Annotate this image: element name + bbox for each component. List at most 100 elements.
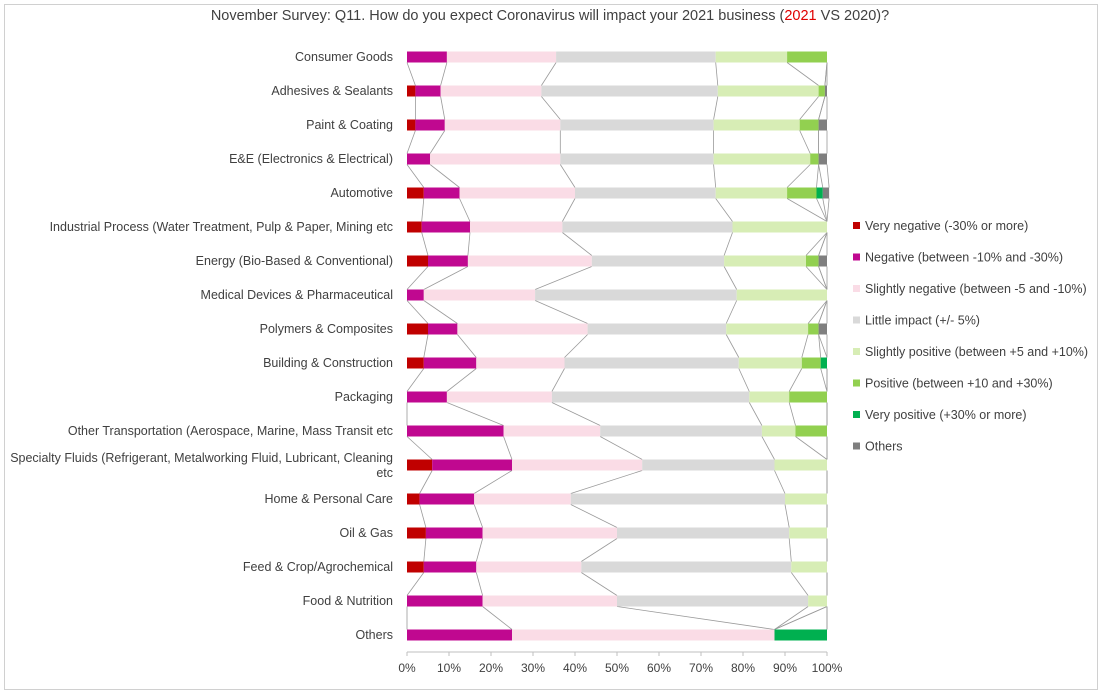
series-line [423, 300, 458, 324]
bar-segment [446, 391, 552, 403]
series-line [801, 334, 809, 358]
category-label: Packaging [335, 390, 393, 404]
category-label: Other Transportation (Aerospace, Marine,… [68, 424, 393, 438]
series-line [459, 198, 471, 222]
bar-segment [738, 357, 802, 369]
category-label: Energy (Bio-Based & Conventional) [196, 254, 393, 268]
series-line [799, 130, 811, 154]
series-lines [406, 62, 830, 630]
legend-label: Little impact (+/- 5%) [865, 314, 980, 328]
title-highlight-year: 2021 [784, 8, 817, 24]
bar-segment [407, 323, 428, 335]
category-label: Medical Devices & Pharmaceutical [201, 288, 393, 302]
bar-segment [512, 459, 643, 471]
bar-segment [407, 391, 447, 403]
category-label: Feed & Crop/Agrochemical [243, 560, 393, 574]
x-tick-label: 40% [563, 661, 587, 675]
bar-segment [808, 595, 827, 607]
bar-segment [806, 255, 819, 267]
bar-segment [446, 51, 557, 63]
series-line [406, 300, 429, 324]
bar-segment [787, 187, 817, 199]
series-line [738, 368, 750, 392]
category-label: Adhesives & Sealants [271, 84, 393, 98]
series-line [581, 572, 618, 596]
category-labels: Consumer Goods Adhesives & Sealants Paint … [10, 50, 393, 642]
series-line [406, 130, 416, 154]
bar-segment [407, 221, 422, 233]
bar-segment [715, 187, 788, 199]
bar-segment [430, 153, 561, 165]
series-line [818, 266, 828, 290]
category-label: Polymers & Composites [260, 322, 393, 336]
bar-segment [818, 255, 827, 267]
bar-segment [556, 51, 716, 63]
series-line [423, 334, 429, 358]
x-tick-label: 60% [647, 661, 671, 675]
series-line [761, 436, 775, 460]
bar-segment [407, 119, 416, 131]
x-tick-label: 90% [773, 661, 797, 675]
series-line [799, 96, 819, 120]
series-line [429, 164, 460, 188]
legend-swatch [853, 411, 860, 418]
series-line [562, 232, 593, 256]
series-line [551, 402, 601, 426]
x-tick-label: 10% [437, 661, 461, 675]
bar-segment [591, 255, 725, 267]
legend-label: Very positive (+30% or more) [865, 408, 1027, 422]
bar-segment [407, 425, 504, 437]
x-tick-label: 0% [398, 661, 416, 675]
bar-segment [581, 561, 792, 573]
bar-segment [713, 153, 811, 165]
series-line [406, 164, 425, 188]
bar-segment [564, 357, 739, 369]
legend: Very negative (-30% or more) Negative (be… [853, 219, 1088, 454]
bar-segment [415, 119, 445, 131]
series-line [541, 62, 557, 86]
series-line [473, 504, 483, 528]
bar-segment [423, 289, 536, 301]
bar-segment [799, 119, 819, 131]
bar-segment [789, 527, 827, 539]
series-line [723, 266, 738, 290]
bar-segment [541, 85, 718, 97]
series-line [534, 300, 588, 324]
category-label: Paint & Coating [306, 118, 393, 132]
bar-segment [428, 255, 468, 267]
bar-segment [407, 289, 424, 301]
bar-segment [818, 153, 827, 165]
bar-segment [440, 85, 542, 97]
bar-segment [732, 221, 827, 233]
series-line [807, 300, 828, 324]
bar-segment [423, 187, 460, 199]
series-line [786, 62, 819, 86]
legend-swatch [853, 379, 860, 387]
bar-segment [560, 153, 714, 165]
legend-swatch [853, 442, 860, 450]
legend-swatch [853, 253, 860, 261]
x-tick-label: 30% [521, 661, 545, 675]
series-line [816, 198, 828, 222]
bar-segment [774, 459, 827, 471]
bar-segment [535, 289, 737, 301]
series-line [818, 334, 828, 358]
series-line [818, 96, 826, 120]
series-line [713, 164, 717, 188]
bar-segment [407, 187, 424, 199]
bar-segment [570, 493, 785, 505]
bar-segment [459, 187, 575, 199]
series-line [786, 198, 828, 222]
bar-segment [419, 493, 475, 505]
bar-segment [482, 595, 617, 607]
series-line [419, 504, 427, 528]
category-label: Automotive [330, 186, 393, 200]
bar-segment [575, 187, 716, 199]
series-line [788, 402, 796, 426]
bar-segment [560, 119, 714, 131]
bar-segment [600, 425, 762, 437]
bar-segment [822, 187, 830, 199]
bar-segment [421, 221, 470, 233]
bar-segment [407, 561, 424, 573]
series-line [788, 538, 792, 562]
